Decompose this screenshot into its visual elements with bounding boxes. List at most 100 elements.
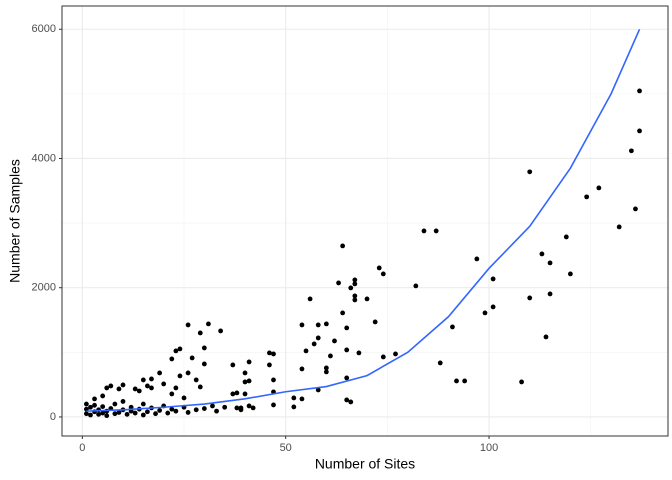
point <box>193 377 199 383</box>
point <box>462 378 468 384</box>
point <box>185 370 191 376</box>
point <box>246 403 252 409</box>
point <box>348 399 354 405</box>
point <box>136 388 142 394</box>
point <box>352 297 358 303</box>
y-axis-title: Number of Samples <box>7 159 23 283</box>
point <box>185 322 191 328</box>
point <box>332 338 337 344</box>
point <box>100 393 106 399</box>
point <box>169 391 175 397</box>
point <box>454 378 459 384</box>
point <box>230 362 236 368</box>
point <box>547 260 553 266</box>
point <box>315 322 321 328</box>
point <box>267 362 272 368</box>
point <box>323 369 329 375</box>
y-tick-label: 4000 <box>32 152 56 164</box>
point <box>547 291 553 297</box>
point <box>364 296 370 302</box>
point <box>201 345 207 351</box>
point <box>380 354 386 360</box>
point <box>437 360 443 366</box>
point <box>201 361 207 367</box>
point <box>340 243 346 249</box>
point <box>637 88 642 94</box>
point <box>104 385 110 391</box>
point <box>206 321 211 327</box>
point <box>92 396 97 402</box>
point <box>149 376 154 382</box>
point <box>372 319 378 325</box>
point <box>116 410 122 415</box>
point <box>340 310 346 316</box>
point <box>169 356 175 362</box>
point <box>181 395 187 401</box>
point <box>543 334 549 340</box>
point <box>222 404 228 410</box>
point <box>177 373 183 379</box>
point <box>169 406 175 412</box>
point <box>100 410 106 416</box>
point <box>242 370 248 376</box>
point <box>380 271 386 277</box>
point <box>140 401 146 407</box>
point <box>527 295 533 301</box>
point <box>307 296 313 302</box>
x-tick-label: 50 <box>280 442 292 454</box>
x-tick-label: 0 <box>79 442 85 454</box>
point <box>323 321 329 327</box>
point <box>271 402 276 408</box>
point <box>315 387 321 393</box>
point <box>84 401 89 407</box>
point <box>84 411 89 417</box>
point <box>584 194 590 200</box>
point <box>344 375 350 381</box>
point <box>450 324 455 330</box>
point <box>96 411 102 417</box>
point <box>328 353 333 359</box>
point <box>539 251 545 257</box>
point <box>173 385 179 391</box>
point <box>145 409 150 415</box>
point <box>299 322 305 328</box>
point <box>336 280 341 286</box>
point <box>344 347 350 353</box>
point <box>352 277 358 283</box>
point <box>421 228 427 234</box>
point <box>303 348 309 354</box>
point <box>413 283 419 289</box>
point <box>637 128 642 134</box>
x-axis-title: Number of Sites <box>315 456 415 472</box>
y-tick-label: 0 <box>50 411 56 423</box>
point <box>157 408 163 413</box>
point <box>238 407 244 413</box>
point <box>197 330 203 336</box>
point <box>218 328 224 334</box>
point <box>92 402 97 408</box>
x-tick-label: 100 <box>480 442 498 454</box>
point <box>201 406 207 411</box>
point <box>490 304 496 310</box>
point <box>112 411 118 417</box>
point <box>230 391 236 397</box>
point <box>376 265 382 271</box>
point <box>348 285 354 291</box>
point <box>242 379 248 385</box>
point <box>108 383 114 389</box>
point <box>120 399 126 404</box>
point <box>474 256 480 262</box>
point <box>197 384 203 390</box>
point <box>165 410 171 416</box>
point <box>157 370 163 376</box>
point <box>567 271 573 277</box>
point <box>177 346 183 352</box>
point <box>234 405 240 411</box>
point <box>633 206 638 212</box>
point <box>153 411 158 417</box>
point <box>352 281 358 287</box>
point <box>145 383 150 389</box>
point <box>140 377 146 383</box>
point <box>433 228 439 234</box>
point <box>140 412 146 418</box>
